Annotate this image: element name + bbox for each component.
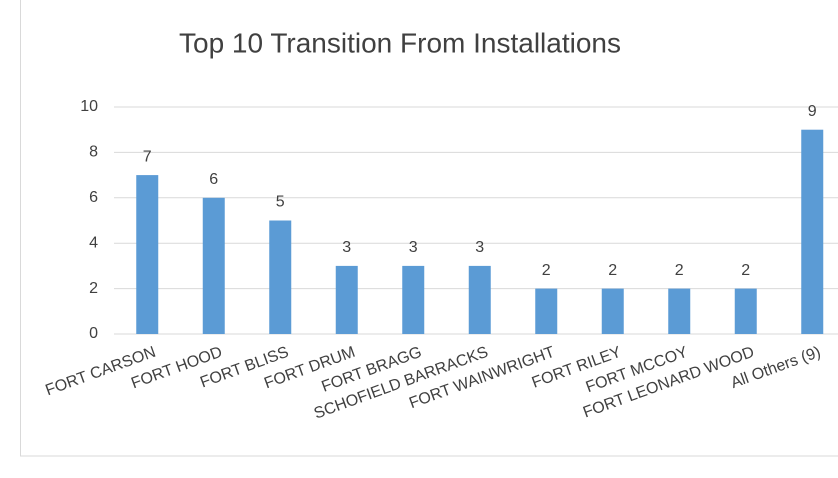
data-label: 2 — [608, 262, 617, 279]
bar — [202, 197, 225, 334]
data-label: 6 — [209, 171, 218, 188]
bar — [402, 265, 425, 334]
bar — [269, 220, 292, 334]
y-tick-label: 0 — [89, 325, 98, 342]
data-label: 5 — [276, 194, 285, 211]
y-tick-label: 6 — [89, 189, 98, 206]
bar — [136, 175, 159, 334]
bar — [468, 265, 491, 334]
y-tick-label: 2 — [89, 280, 98, 297]
data-label: 3 — [475, 239, 484, 256]
bar — [801, 129, 824, 334]
bar — [601, 288, 624, 334]
data-label: 2 — [675, 262, 684, 279]
chart-title: Top 10 Transition From Installations — [179, 27, 621, 58]
data-label: 3 — [409, 239, 418, 256]
bar — [734, 288, 757, 334]
y-tick-label: 10 — [80, 98, 98, 115]
data-label: 3 — [342, 239, 351, 256]
data-label: 9 — [808, 103, 817, 120]
bar — [335, 265, 358, 334]
data-label: 7 — [143, 148, 152, 165]
bar — [668, 288, 691, 334]
bar — [535, 288, 558, 334]
data-label: 2 — [542, 262, 551, 279]
data-label: 2 — [741, 262, 750, 279]
y-tick-label: 4 — [89, 234, 98, 251]
chart-frame — [20, 0, 838, 457]
y-tick-label: 8 — [89, 144, 98, 161]
